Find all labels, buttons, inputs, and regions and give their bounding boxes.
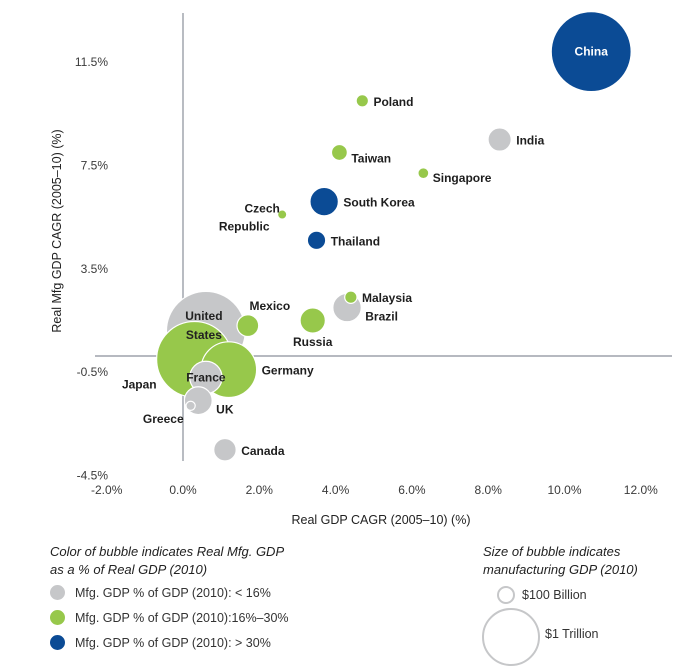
bubble-taiwan [330, 143, 348, 162]
y-tick-label: 3.5% [81, 262, 109, 276]
legend-dot-gray [50, 585, 65, 600]
bubble-poland [355, 94, 370, 108]
y-tick-label: -4.5% [77, 469, 109, 483]
bubbles-layer [156, 11, 632, 462]
color-legend-item-mid: Mfg. GDP % of GDP (2010):16%–30% [50, 610, 289, 625]
size-legend-label-large: $1 Trillion [545, 627, 599, 641]
x-tick-label: 12.0% [624, 483, 658, 497]
x-tick-label: 0.0% [169, 483, 197, 497]
label-india: India [516, 134, 544, 148]
label-china: China [575, 45, 609, 59]
y-tick-labels: 11.5% 7.5% 3.5% -0.5% -4.5% [75, 55, 108, 483]
bubble-india [487, 127, 512, 152]
bubble-singapore [417, 167, 430, 180]
color-legend-title-line1: Color of bubble indicates Real Mfg. GDP [50, 544, 285, 559]
size-legend-label-small: $100 Billion [522, 588, 587, 602]
bubble-mexico [236, 314, 260, 338]
bubble-south-korea [309, 186, 339, 217]
label-japan: Japan [122, 377, 157, 391]
label-south-korea: South Korea [343, 196, 415, 210]
bubble-russia [299, 307, 326, 334]
bubble-chart: China India Poland Taiwan Singapore South Kor… [50, 11, 672, 527]
x-tick-label: -2.0% [91, 483, 123, 497]
size-legend-title-line1: Size of bubble indicates [483, 544, 621, 559]
x-tick-label: 10.0% [547, 483, 581, 497]
label-malaysia: Malaysia [362, 291, 412, 305]
legend-label: Mfg. GDP % of GDP (2010): > 30% [75, 635, 271, 650]
y-tick-label: -0.5% [77, 365, 109, 379]
color-legend-item-low: Mfg. GDP % of GDP (2010): < 16% [50, 585, 271, 600]
y-tick-label: 11.5% [75, 55, 108, 69]
legend-label: Mfg. GDP % of GDP (2010):16%–30% [75, 610, 289, 625]
color-legend-item-high: Mfg. GDP % of GDP (2010): > 30% [50, 635, 271, 650]
legend-dot-green [50, 610, 65, 625]
bubble-malaysia [344, 290, 358, 304]
y-axis-title: Real Mfg GDP CAGR (2005–10) (%) [50, 129, 64, 332]
x-tick-label: 6.0% [398, 483, 426, 497]
label-germany: Germany [262, 364, 314, 378]
legend-dot-blue [50, 635, 65, 650]
x-tick-labels: -2.0% 0.0% 2.0% 4.0% 6.0% 8.0% 10.0% 12.0% [91, 483, 658, 497]
color-legend-title: Color of bubble indicates Real Mfg. GDP … [50, 543, 284, 579]
label-united-states-line1: United [185, 309, 222, 323]
label-thailand: Thailand [331, 234, 380, 248]
label-united-states-line2: States [186, 328, 222, 342]
x-tick-label: 8.0% [475, 483, 503, 497]
label-france: France [186, 370, 226, 384]
size-legend-circle-large [482, 608, 540, 666]
color-legend-title-line2: as a % of Real GDP (2010) [50, 562, 208, 577]
legend-label: Mfg. GDP % of GDP (2010): < 16% [75, 585, 271, 600]
size-legend-circle-small [497, 586, 515, 604]
label-czech-republic-line1: Czech [245, 202, 280, 216]
label-greece: Greece [143, 412, 184, 426]
x-tick-label: 4.0% [322, 483, 350, 497]
label-singapore: Singapore [433, 171, 492, 185]
bubble-thailand [306, 230, 327, 251]
label-taiwan: Taiwan [351, 151, 391, 165]
x-tick-label: 2.0% [246, 483, 274, 497]
label-mexico: Mexico [250, 299, 291, 313]
label-russia: Russia [293, 335, 333, 349]
y-tick-label: 7.5% [81, 158, 109, 172]
label-poland: Poland [373, 95, 413, 109]
label-czech-republic-line2: Republic [219, 220, 270, 234]
bubble-canada [213, 437, 237, 462]
x-axis-title: Real GDP CAGR (2005–10) (%) [291, 513, 470, 527]
label-brazil: Brazil [365, 310, 398, 324]
labels-layer: China India Poland Taiwan Singapore South Kor… [122, 45, 608, 458]
bubble-china [550, 11, 632, 93]
bubble-czech-republic [277, 209, 288, 220]
label-uk: UK [216, 403, 234, 417]
size-legend-title-line2: manufacturing GDP (2010) [483, 562, 638, 577]
size-legend-title: Size of bubble indicates manufacturing G… [483, 543, 638, 579]
label-canada: Canada [241, 444, 285, 458]
bubble-greece [185, 400, 196, 411]
